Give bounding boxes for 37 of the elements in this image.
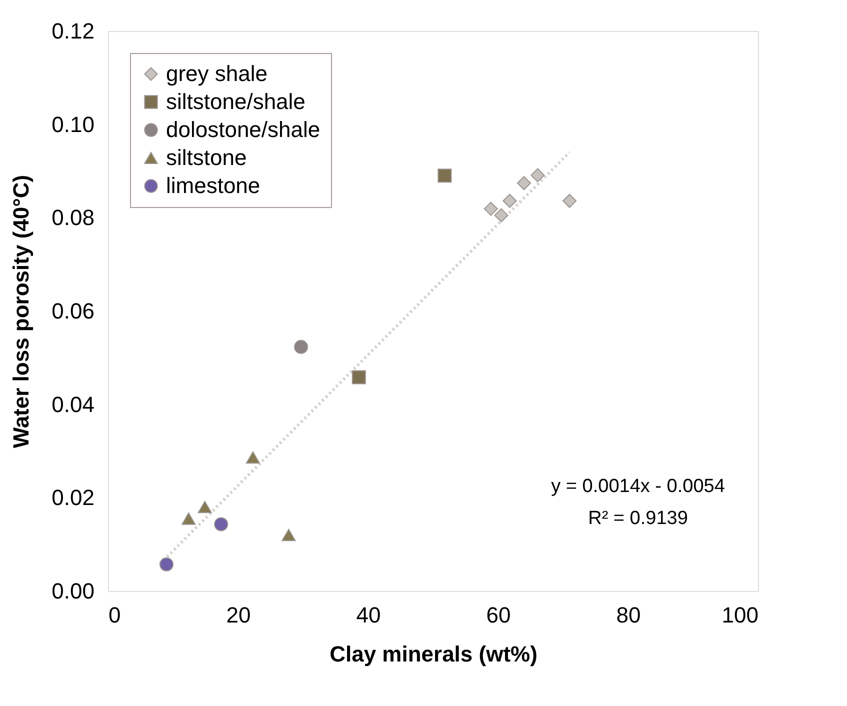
y-tick-label: 0.08: [52, 205, 94, 230]
legend-label: siltstone/shale: [166, 89, 306, 114]
legend-label: limestone: [166, 173, 260, 198]
point: [182, 512, 196, 525]
x-tick-label: 0: [108, 602, 121, 628]
x-tick-label: 20: [226, 602, 251, 628]
y-tick-label: 0.12: [52, 18, 94, 44]
point: [246, 451, 260, 464]
y-tick-label: 0.00: [52, 578, 94, 604]
point: [214, 517, 228, 532]
legend-label: dolostone/shale: [166, 117, 320, 142]
annotation: R² = 0.9139: [588, 508, 688, 529]
point: [159, 557, 174, 572]
x-tick-label: 40: [356, 602, 381, 628]
y-tick-label: 0.02: [52, 485, 94, 510]
x-tick-label: 80: [616, 602, 641, 628]
legend-label: siltstone: [166, 145, 247, 170]
y-tick-label: 0.06: [52, 298, 94, 324]
annotation: y = 0.0014x - 0.0054: [551, 476, 726, 497]
point: [282, 528, 296, 542]
point: [294, 340, 308, 354]
y-tick-label: 0.10: [52, 112, 94, 137]
legend-label: grey shale: [166, 61, 268, 86]
point: [484, 202, 498, 216]
point: [562, 194, 577, 208]
y-axis-title: Water loss porosity (40°C): [8, 174, 34, 448]
point: [530, 168, 545, 182]
point: [352, 370, 366, 384]
y-tick-label: 0.04: [52, 392, 94, 417]
x-tick-label: 100: [722, 602, 758, 628]
point: [494, 208, 508, 222]
point: [198, 500, 212, 514]
point: [502, 194, 517, 208]
point: [438, 168, 452, 183]
x-axis-title: Clay minerals (wt%): [330, 642, 538, 666]
point: [516, 176, 532, 190]
x-tick-label: 60: [486, 602, 511, 628]
